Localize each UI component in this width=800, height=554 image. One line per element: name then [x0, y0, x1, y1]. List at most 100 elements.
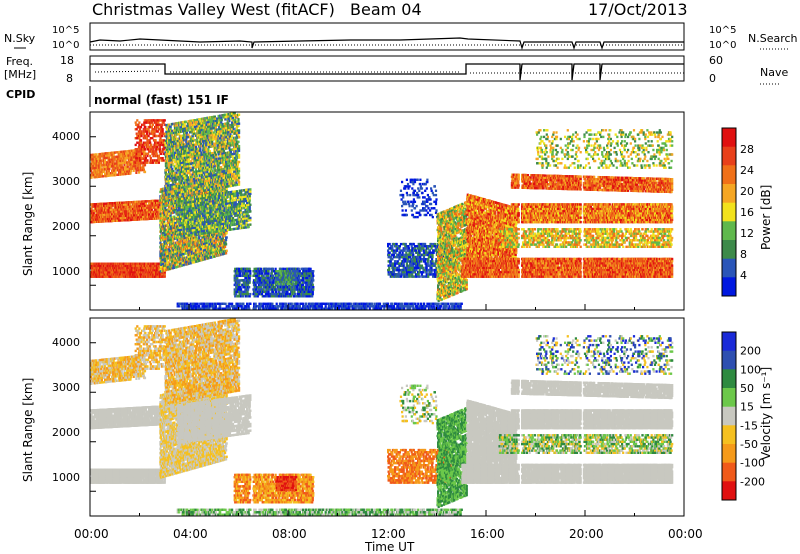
- power-cell: [143, 146, 145, 148]
- power-cell: [91, 208, 93, 210]
- power-cell: [134, 207, 136, 209]
- power-cell: [147, 153, 149, 155]
- power-cell: [114, 158, 116, 160]
- power-cell: [152, 148, 154, 150]
- power-cell: [157, 130, 159, 132]
- power-cell: [158, 155, 160, 157]
- power-cell: [144, 144, 146, 146]
- nsearch-tick-high: 10^5: [709, 25, 736, 36]
- power-cell: [143, 133, 145, 135]
- power-cell: [162, 150, 164, 152]
- power-cell: [144, 126, 146, 128]
- power-cell: [145, 202, 147, 204]
- power-cell: [141, 209, 143, 211]
- power-cell: [138, 205, 140, 207]
- freq-panel-frame: [90, 56, 684, 81]
- power-cell: [136, 150, 138, 152]
- power-cell: [157, 121, 159, 123]
- power-cell: [113, 154, 115, 156]
- power-cell: [153, 133, 155, 135]
- power-cell: [137, 155, 139, 157]
- power-cell: [137, 153, 139, 155]
- power-cell: [148, 135, 150, 137]
- power-cell: [112, 156, 114, 158]
- power-cell: [162, 130, 164, 132]
- power-cell: [142, 271, 144, 273]
- beam-title: Beam 04: [350, 0, 422, 19]
- power-cell: [152, 124, 154, 126]
- power-cell: [107, 218, 109, 220]
- power-cell: [141, 153, 143, 155]
- power-cell: [146, 133, 148, 135]
- power-cell: [152, 162, 154, 164]
- power-cell: [157, 211, 159, 213]
- power-cell: [153, 211, 155, 213]
- power-cell: [143, 169, 145, 171]
- power-cell: [162, 157, 164, 159]
- power-cell: [120, 210, 122, 212]
- power-cell: [137, 124, 139, 126]
- power-cell: [127, 161, 129, 163]
- power-cell: [161, 135, 163, 137]
- power-cell: [95, 153, 97, 155]
- power-scatter: [90, 112, 673, 310]
- nsearch-label: N.Search: [748, 32, 798, 45]
- nsky-label: N.Sky: [4, 32, 36, 45]
- power-cell: [100, 162, 102, 164]
- power-cell: [143, 124, 145, 126]
- power-cell: [121, 169, 123, 171]
- power-cell: [141, 157, 143, 159]
- nsky-tick-high: 10^5: [52, 25, 79, 36]
- power-cell: [163, 221, 165, 223]
- power-cell: [127, 152, 129, 154]
- power-cell: [151, 137, 153, 139]
- power-cell: [144, 148, 146, 150]
- power-cell: [137, 165, 139, 167]
- power-cell: [135, 167, 137, 169]
- power-cell: [141, 146, 143, 148]
- power-cell: [156, 144, 158, 146]
- power-cell: [140, 139, 142, 141]
- power-cell: [135, 172, 137, 174]
- power-cell: [155, 128, 157, 130]
- nave-tick-low: 0: [709, 72, 716, 85]
- power-cell: [130, 170, 132, 172]
- power-cell: [112, 167, 114, 169]
- power-cell: [133, 170, 135, 172]
- power-cell: [127, 208, 129, 210]
- power-cell: [108, 174, 110, 176]
- power-cell: [163, 159, 165, 161]
- power-cell: [158, 157, 160, 159]
- power-cell: [139, 128, 141, 130]
- power-cell: [138, 203, 140, 205]
- power-cell: [150, 144, 152, 146]
- power-cell: [156, 135, 158, 137]
- power-cell: [110, 209, 112, 211]
- power-cell: [148, 146, 150, 148]
- freq-tick-low: 8: [66, 72, 73, 85]
- power-cell: [122, 166, 124, 168]
- station-title: Christmas Valley West (fitACF): [92, 0, 335, 19]
- power-cell: [153, 130, 155, 132]
- power-cell: [161, 124, 163, 126]
- power-cell: [136, 128, 138, 130]
- power-cell: [93, 212, 95, 214]
- nave-label: Nave: [760, 66, 788, 79]
- power-cell: [95, 158, 97, 160]
- power-cell: [144, 164, 146, 166]
- power-cell: [136, 159, 138, 161]
- power-cell: [155, 150, 157, 152]
- power-cell: [148, 150, 150, 152]
- nave-tick-high: 60: [709, 54, 723, 67]
- power-cell: [131, 161, 133, 163]
- power-cell: [151, 209, 153, 211]
- power-cell: [136, 133, 138, 135]
- power-cell: [155, 139, 157, 141]
- power-cell: [129, 212, 131, 214]
- power-cell: [151, 126, 153, 128]
- power-cell: [144, 171, 146, 173]
- power-cell: [162, 142, 164, 144]
- power-cell: [135, 144, 137, 146]
- power-cell: [113, 161, 115, 163]
